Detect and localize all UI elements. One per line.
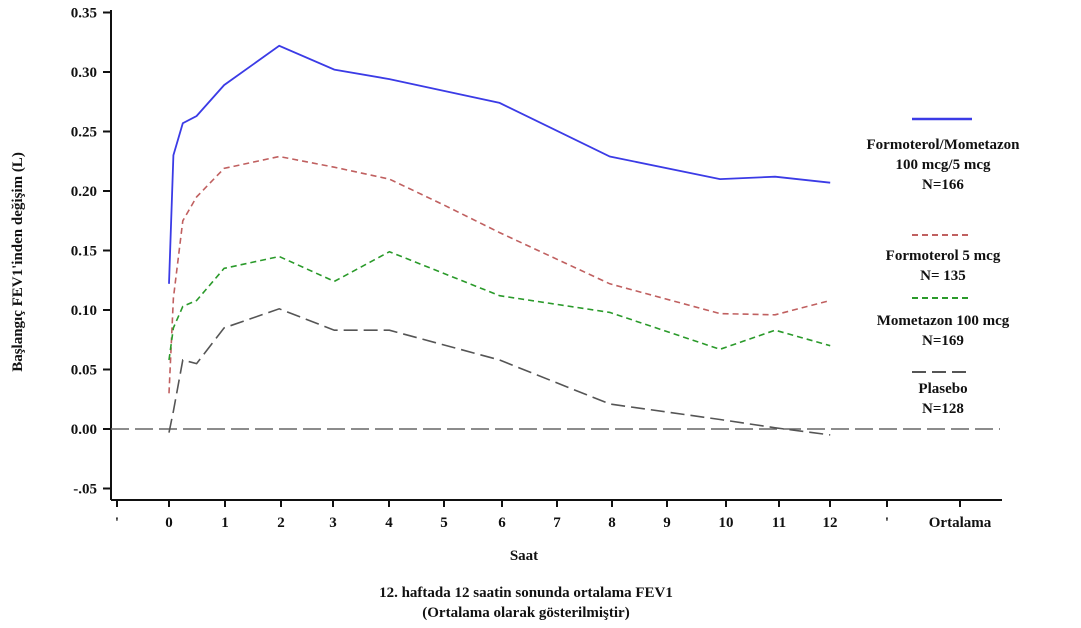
x-ticks-group: ' 0 1 2 3 4 5 6 7 8 9 10 11 12 ' Ortalama	[115, 500, 992, 531]
legend-label-1: N=166	[922, 177, 964, 193]
x-tick-label: 0	[165, 515, 173, 531]
x-tick-label: 5	[440, 515, 448, 531]
y-tick-label: 0.00	[71, 422, 97, 438]
y-tick-label: -.05	[73, 482, 97, 498]
x-tick-label: 4	[385, 515, 393, 531]
legend-label-2: Formoterol 5 mcg	[886, 248, 1001, 264]
x-axis-title: Saat	[510, 548, 538, 564]
chart-title: 12. haftada 12 saatin sonunda ortalama F…	[379, 585, 673, 601]
x-tick-label: 11	[772, 515, 786, 531]
y-tick-label: 0.10	[71, 303, 97, 319]
x-tick-label: 8	[608, 515, 616, 531]
legend-label-1: Formoterol/Mometazon	[867, 137, 1021, 153]
legend-label-1: 100 mcg/5 mcg	[896, 157, 991, 173]
series-line-2	[168, 155, 831, 394]
x-tick-label: 2	[277, 515, 285, 531]
legend-label-4: N=128	[922, 401, 964, 417]
y-tick-label: 0.30	[71, 65, 97, 81]
series-line-1	[168, 44, 831, 284]
series-line-3	[168, 250, 831, 361]
x-tick-label: 7	[553, 515, 561, 531]
y-ticks-group: 0.35 0.30 0.25 0.20 0.15 0.10 0.05 0.00 -.05	[71, 6, 111, 498]
x-tick-label: 12	[823, 515, 838, 531]
y-tick-label: 0.20	[71, 184, 97, 200]
y-tick-label: 0.05	[71, 363, 97, 379]
x-tick-label: '	[885, 515, 889, 531]
y-tick-label: 0.35	[71, 6, 97, 22]
legend-group: Formoterol/Mometazon 100 mcg/5 mcg N=166 Fo…	[867, 117, 1021, 417]
x-tick-label: Ortalama	[929, 515, 992, 531]
y-axis-title: Başlangıç FEV1'inden değişim (L)	[10, 152, 26, 372]
legend-label-2: N= 135	[920, 268, 966, 284]
y-tick-label: 0.25	[71, 125, 97, 141]
legend-label-4: Plasebo	[918, 381, 967, 397]
legend-label-3: N=169	[922, 333, 964, 349]
series-line-4	[168, 307, 831, 436]
legend-label-3: Mometazon 100 mcg	[877, 313, 1010, 329]
chart-subtitle: (Ortalama olarak gösterilmiştir)	[422, 605, 629, 621]
x-tick-label: 6	[498, 515, 506, 531]
x-tick-label: '	[115, 515, 119, 531]
y-tick-label: 0.15	[71, 244, 97, 260]
x-tick-label: 10	[719, 515, 734, 531]
x-tick-label: 1	[221, 515, 229, 531]
x-tick-label: 9	[663, 515, 671, 531]
x-tick-label: 3	[329, 515, 337, 531]
series-group	[168, 44, 831, 436]
